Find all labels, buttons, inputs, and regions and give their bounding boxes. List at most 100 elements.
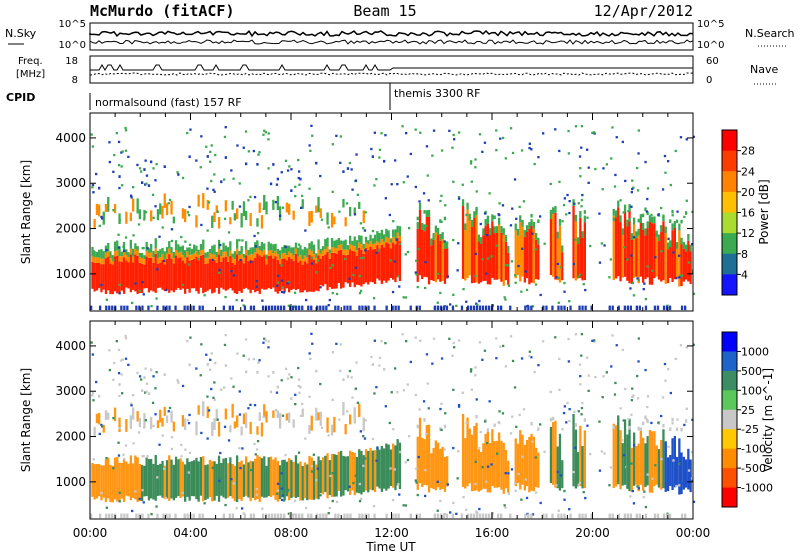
power-cell [206, 263, 209, 291]
power-cell [297, 262, 300, 289]
power-cell [556, 238, 559, 281]
velocity-cell [241, 507, 244, 510]
velocity-cell [168, 513, 171, 519]
power-cell [162, 305, 165, 311]
velocity-cell [636, 397, 640, 400]
velocity-cell [418, 417, 422, 484]
power-cell [344, 239, 347, 250]
power-cell [227, 231, 231, 234]
velocity-cell [662, 429, 665, 489]
velocity-cell [138, 497, 141, 501]
power-cell [256, 242, 259, 249]
velocity-cell [346, 513, 349, 519]
power-cell [319, 259, 322, 286]
power-cell [591, 131, 594, 134]
velocity-cell [348, 485, 351, 488]
velocity-cell [669, 455, 672, 486]
velocity-cell [478, 341, 482, 344]
power-cell [630, 254, 633, 257]
velocity-cell [581, 401, 584, 405]
power-cell [297, 256, 300, 263]
power-cell [589, 244, 592, 248]
velocity-cell [163, 465, 166, 500]
velocity-cell [223, 386, 226, 389]
power-cell [152, 250, 155, 258]
power-cell [500, 226, 503, 233]
velocity-cell [579, 425, 582, 487]
power-cell [108, 160, 111, 164]
velocity-cell [200, 431, 203, 435]
power-cell [98, 262, 101, 289]
power-cell [134, 248, 137, 255]
power-cell [310, 305, 313, 311]
velocity-cell [231, 513, 234, 519]
power-cell [319, 208, 322, 218]
power-cell [349, 206, 352, 217]
power-cell [434, 232, 437, 283]
velocity-cell [399, 450, 402, 454]
power-cell [186, 211, 190, 214]
velocity-cell [572, 470, 575, 474]
y-tick-label: 3000 [55, 384, 86, 398]
power-cell [350, 168, 353, 171]
power-cell [113, 241, 117, 251]
power-cell [666, 249, 670, 284]
power-cell [371, 155, 374, 158]
power-cell [577, 275, 580, 278]
power-cell [111, 264, 114, 295]
power-cell [284, 159, 288, 162]
power-cell [621, 235, 624, 278]
velocity-cell [310, 457, 313, 500]
power-cell [247, 199, 250, 202]
power-cell [521, 247, 524, 250]
velocity-cell [421, 437, 424, 487]
velocity-cell [179, 458, 182, 498]
power-cell [195, 251, 198, 257]
velocity-cell [601, 396, 604, 399]
power-cell [184, 209, 187, 223]
power-cell [297, 176, 300, 180]
power-cell [372, 297, 376, 300]
velocity-cell [261, 507, 264, 510]
power-cell [100, 249, 103, 259]
velocity-cell [211, 461, 214, 502]
power-cell [317, 239, 320, 250]
power-cell [355, 153, 358, 156]
power-cell [184, 250, 187, 258]
power-cell [258, 250, 261, 256]
power-cell [628, 204, 631, 211]
velocity-cell [511, 415, 514, 418]
power-cell [610, 157, 613, 160]
velocity-cell [395, 446, 398, 449]
power-cell [458, 131, 461, 134]
power-cell [213, 173, 216, 176]
power-cell [680, 219, 683, 224]
velocity-cell [496, 452, 499, 455]
velocity-cell [646, 473, 649, 476]
power-cell [120, 261, 123, 291]
power-cell [111, 259, 114, 265]
velocity-cell [232, 482, 235, 485]
power-cell [281, 206, 285, 209]
velocity-cell [337, 451, 340, 491]
power-cell [274, 256, 277, 292]
power-cell [470, 180, 473, 183]
power-cell [394, 229, 397, 239]
power-cell [281, 253, 284, 259]
velocity-cell [308, 425, 311, 434]
velocity-cell [623, 419, 627, 485]
power-cell [390, 183, 393, 186]
velocity-cell [477, 449, 480, 492]
power-cell [528, 146, 531, 150]
power-cell [288, 203, 291, 215]
velocity-cell [331, 499, 334, 503]
velocity-cell [443, 448, 446, 451]
nave-tick-high: 60 [706, 56, 719, 67]
velocity-cell [342, 378, 345, 381]
power-cell [206, 229, 209, 232]
status-traces [89, 29, 694, 76]
power-cell [195, 256, 198, 292]
velocity-cell [147, 459, 151, 501]
velocity-cell [253, 404, 257, 407]
velocity-cell [352, 481, 355, 485]
